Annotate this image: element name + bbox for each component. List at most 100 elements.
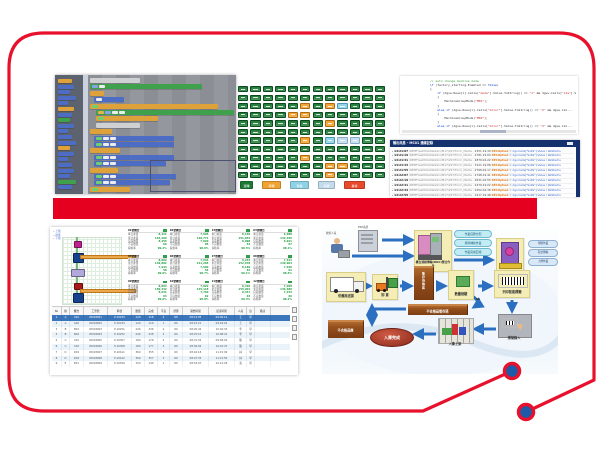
table-cell: P-10520: [108, 361, 132, 368]
palette-block: [58, 129, 68, 134]
block-chip: [98, 111, 104, 114]
legend-item: 待機: [262, 181, 281, 189]
mini-button: [292, 307, 297, 313]
status-cell: [250, 128, 261, 136]
ng-store-label: 不合格品庫: [337, 328, 354, 333]
inspect-screen-icon: [456, 276, 470, 287]
ng-store-node: 不合格品庫: [328, 320, 364, 338]
block-row: [90, 84, 202, 90]
pallet-blue-icon: [459, 327, 466, 335]
cnc-machine-node: [496, 238, 524, 272]
block-chip: [92, 187, 98, 191]
table-cell: 10:12:28: [209, 361, 235, 368]
status-cell: [238, 154, 249, 161]
side-buttons: [292, 307, 297, 343]
cnc-base-icon: [499, 263, 522, 269]
log-window-screenshot: 輸出訊息 - MC01 連線記錄 - 14:21:07 \REMF\wsMcKs…: [390, 140, 580, 199]
status-cell: [312, 171, 323, 178]
status-cell: [262, 94, 274, 101]
ng-area-label: 不合格品暫存區: [426, 309, 449, 313]
block-chip: [99, 85, 105, 89]
status-cell: [238, 86, 249, 93]
block-chip: [110, 162, 116, 166]
status-cell: [374, 103, 385, 110]
block-row: [90, 90, 104, 96]
scan-label: 掃描錄入: [507, 336, 521, 340]
status-cell: [287, 137, 298, 144]
status-cell: [287, 154, 298, 161]
status-cell: [275, 111, 286, 118]
palette-block: [58, 185, 72, 190]
block-row: [90, 186, 130, 192]
block-chip: [103, 136, 109, 140]
status-cell: [349, 154, 361, 161]
status-cell: [300, 111, 311, 118]
wheel-icon: [334, 289, 338, 293]
group-row: 稼動率 98.5%: [253, 272, 292, 276]
machine-info-group: 05號機台 本日產量 8,002 累計產量 149,882 良品數量 7,944 不良數量 58…: [128, 255, 167, 280]
status-cell: [287, 103, 298, 110]
status-cell: [312, 103, 323, 110]
device-icon: [74, 241, 82, 248]
machine-info-group: 10號機台 本日產量 7,822 累計產量 145,118 良品數量 7,760 不良數量 62…: [169, 280, 209, 305]
table-cell: E01: [70, 361, 84, 368]
status-cell: [238, 137, 249, 144]
status-cell: [337, 163, 348, 170]
status-cell: [325, 154, 336, 161]
block-chip: [92, 85, 98, 89]
status-cell: [238, 128, 249, 136]
status-chip-icon: [204, 280, 209, 284]
block-selection-box: [150, 160, 236, 192]
status-cell: [312, 146, 323, 153]
status-chip-icon: [288, 229, 292, 232]
group-row: 稼動率 98.8%: [169, 298, 209, 302]
wheel-icon: [383, 289, 386, 292]
palette-block: [58, 95, 76, 100]
status-cell: [300, 103, 311, 110]
wheel-icon: [377, 289, 380, 292]
status-cell: [300, 171, 311, 178]
block-chip: [96, 162, 102, 166]
palette-block: [58, 101, 68, 106]
block-chip: [110, 155, 116, 159]
pallet-green-icon: [442, 328, 452, 335]
palette-block: [58, 146, 70, 151]
status-chip-icon: [246, 255, 251, 258]
status-cell: [287, 146, 298, 153]
status-cell: [250, 86, 261, 93]
cnc-spindle-icon: [505, 247, 514, 256]
status-cell: [250, 120, 261, 127]
block-row: [94, 142, 174, 147]
code-lines: // auto change machine mode if (factory_s…: [430, 79, 576, 129]
status-cell: [374, 120, 385, 127]
done-label: 入庫完成: [384, 334, 400, 340]
mini-button: [292, 334, 297, 340]
status-cell: [337, 120, 348, 127]
inspect-label: 數量檢驗: [454, 292, 468, 296]
palette-block: [58, 79, 72, 83]
status-cell: [362, 163, 373, 170]
status-cell: [362, 128, 373, 136]
status-cell: [362, 171, 373, 178]
status-cell: [349, 86, 361, 93]
machine-info-group: 11號機台 本日產量 8,410 累計產量 155,901 良品數量 8,347 不良數量 63…: [211, 280, 251, 305]
status-cell: [275, 94, 286, 101]
ng-label: NG: [476, 298, 481, 301]
status-cell: [374, 94, 385, 101]
mini-button: [292, 325, 297, 331]
block-row: [96, 110, 234, 115]
machine-info-group: 02號機台 本日產量 7,905 累計產量 148,771 良品數量 7,820 不良數量 85…: [169, 229, 209, 254]
status-legend: 運轉 待機 保養 停機 異常: [240, 181, 365, 189]
group-row: 稼動率 98.2%: [253, 298, 292, 302]
truck-node: 供應商送貨: [326, 272, 366, 302]
machine-info-group: 07號機台 本日產量 8,233 累計產量 152,678 良品數量 8,169 不良數量 64…: [211, 255, 251, 280]
monitor-legend: ─ 上限 ─ 標準 ─ 下限: [53, 230, 61, 241]
status-cell: [262, 163, 274, 170]
status-cell: [262, 146, 274, 153]
warehouse-flowchart: 收料人員 ERP系統 機台連線傳輸(DNC)整合作業 作業任務分配資料轉換作業作…: [322, 226, 558, 374]
status-chip-icon: [246, 229, 251, 232]
device-icon: [72, 293, 84, 303]
table-cell: OK: [170, 361, 183, 368]
status-cell: [312, 111, 323, 118]
